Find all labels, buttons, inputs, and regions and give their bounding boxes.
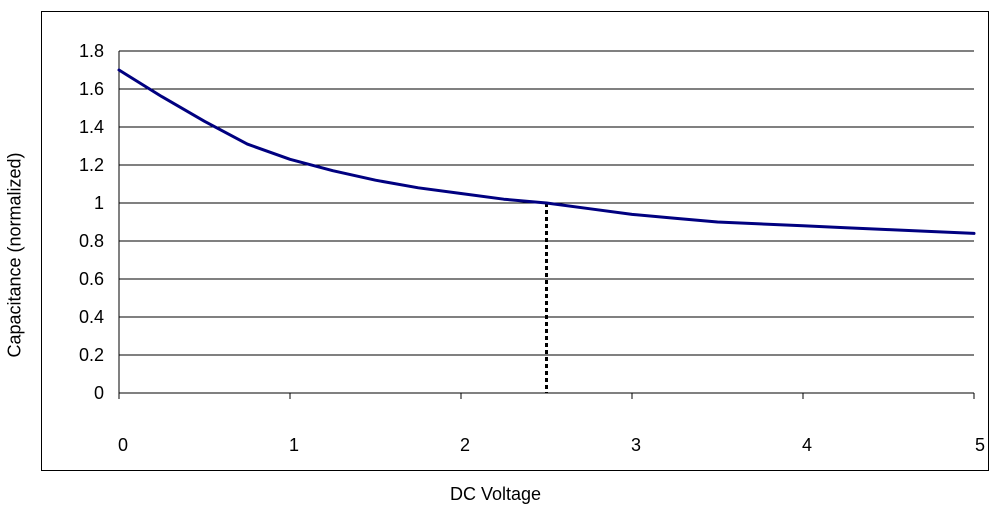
y-tick-label-3: 0.6 bbox=[79, 269, 104, 289]
series-line-0 bbox=[117, 68, 976, 235]
x-tick-label-3: 3 bbox=[631, 435, 641, 455]
x-tick-label-1: 1 bbox=[289, 435, 299, 455]
x-tick-label-0: 0 bbox=[118, 435, 128, 455]
data-point-0-13 bbox=[673, 217, 676, 220]
data-point-0-18 bbox=[887, 228, 890, 231]
y-tick-label-0: 0 bbox=[94, 383, 104, 403]
data-point-0-11 bbox=[588, 207, 591, 210]
y-tick-label-2: 0.4 bbox=[79, 307, 104, 327]
y-tick-label-9: 1.8 bbox=[79, 41, 104, 61]
gridlines bbox=[119, 50, 974, 356]
data-point-0-19 bbox=[930, 230, 933, 233]
data-point-0-10 bbox=[545, 201, 548, 205]
data-point-0-20 bbox=[972, 232, 976, 235]
data-point-0-12 bbox=[630, 213, 634, 216]
line-chart: 0 0.2 0.4 0.6 0.8 1 1.2 1.4 1.6 1.8 0 1 2 3 4 5 bbox=[79, 41, 985, 455]
chart-frame bbox=[41, 11, 989, 471]
y-tick-label-6: 1.2 bbox=[79, 155, 104, 175]
data-point-0-0 bbox=[117, 68, 121, 72]
x-tick-label-5: 5 bbox=[975, 435, 985, 455]
y-axis-title: Capacitance (normalized) bbox=[4, 152, 25, 358]
data-point-0-17 bbox=[844, 226, 847, 229]
data-point-0-16 bbox=[801, 224, 805, 227]
data-point-0-9 bbox=[502, 198, 505, 201]
y-axis-title-box: Capacitance (normalized) bbox=[0, 40, 30, 470]
data-point-0-8 bbox=[459, 192, 463, 195]
x-tick-label-2: 2 bbox=[460, 435, 470, 455]
y-tick-label-7: 1.4 bbox=[79, 117, 104, 137]
x-tick-labels: 0 1 2 3 4 5 bbox=[118, 435, 985, 455]
y-tick-label-1: 0.2 bbox=[79, 345, 104, 365]
x-tick-label-4: 4 bbox=[802, 435, 812, 455]
data-point-0-15 bbox=[759, 222, 762, 226]
series-group bbox=[117, 68, 976, 235]
y-tick-label-4: 0.8 bbox=[79, 231, 104, 251]
y-tick-label-8: 1.6 bbox=[79, 79, 104, 99]
y-tick-label-5: 1 bbox=[94, 193, 104, 213]
data-point-0-4 bbox=[288, 158, 292, 161]
data-point-0-1 bbox=[160, 95, 163, 98]
data-point-0-14 bbox=[716, 220, 719, 224]
data-point-0-7 bbox=[417, 186, 420, 189]
data-point-0-2 bbox=[203, 120, 206, 123]
x-axis-title: DC Voltage bbox=[449, 484, 542, 504]
data-point-0-5 bbox=[331, 169, 334, 172]
data-point-0-6 bbox=[374, 179, 377, 182]
y-tick-labels: 0 0.2 0.4 0.6 0.8 1 1.2 1.4 1.6 1.8 bbox=[79, 41, 104, 403]
data-point-0-3 bbox=[246, 142, 249, 146]
